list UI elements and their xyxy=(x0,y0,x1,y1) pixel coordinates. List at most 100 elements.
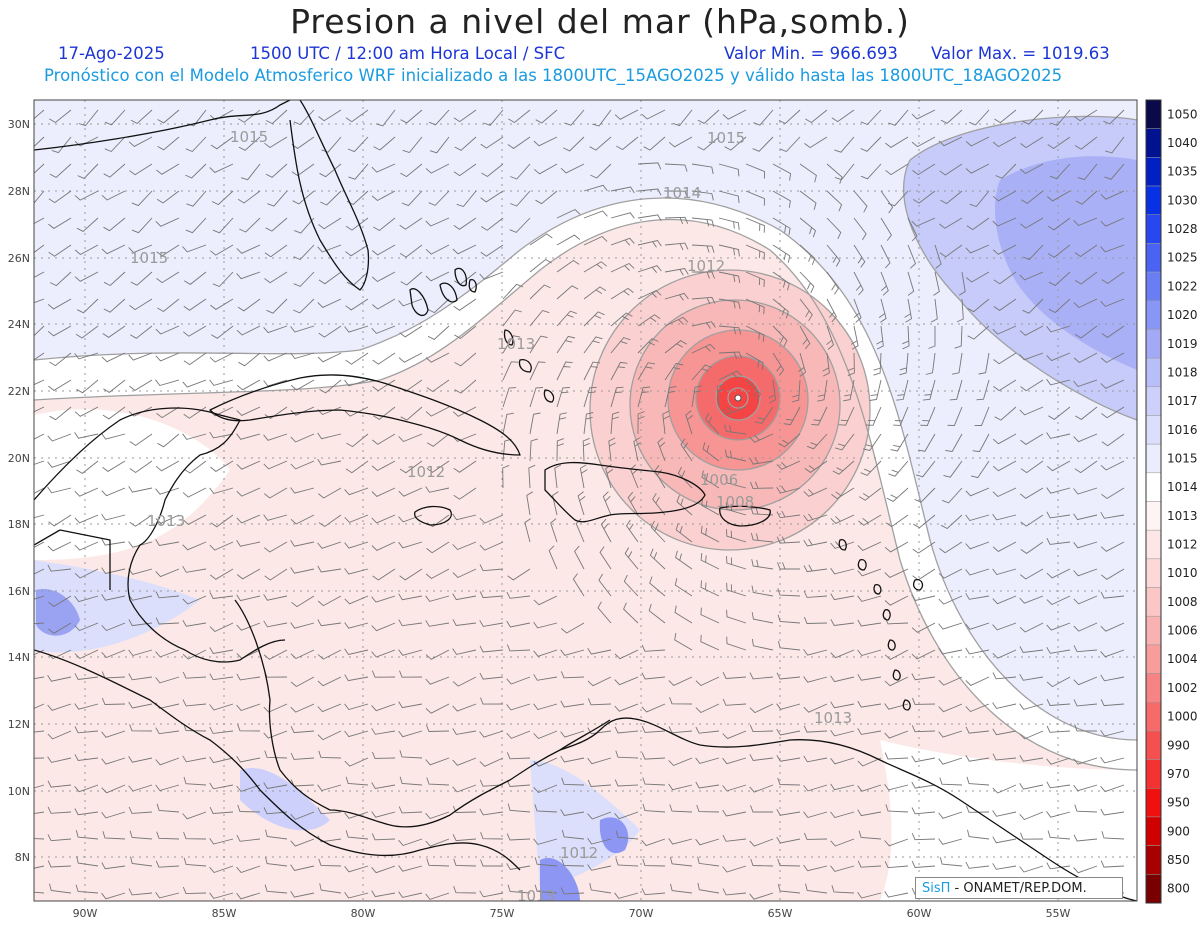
lat-tick-label: 28N xyxy=(8,185,30,198)
wind-barb xyxy=(452,541,477,551)
wind-barb xyxy=(940,190,963,205)
wind-barb xyxy=(776,703,801,710)
isobar-label: 1013 xyxy=(147,512,185,530)
colorbar-label: 1025 xyxy=(1167,251,1198,265)
wind-barb xyxy=(560,671,585,679)
wind-barb xyxy=(34,514,45,519)
wind-barb xyxy=(185,136,207,153)
wind-barb xyxy=(453,109,477,123)
wind-barb xyxy=(911,697,936,705)
wind-barb xyxy=(156,803,180,813)
wind-barb xyxy=(993,298,1017,311)
florida-coast xyxy=(34,100,370,291)
wind-barb xyxy=(34,730,45,733)
wind-barb xyxy=(238,136,261,151)
wind-barb xyxy=(669,804,693,813)
jamaica xyxy=(414,505,452,526)
wind-barb xyxy=(290,433,315,443)
wind-barb xyxy=(965,622,990,630)
wind-barb xyxy=(509,217,531,233)
wind-barb xyxy=(425,649,450,660)
wind-barb xyxy=(776,485,801,494)
wind-barb xyxy=(853,298,862,323)
wind-barb xyxy=(830,567,855,575)
wind-barb xyxy=(1046,595,1071,606)
wind-barb xyxy=(452,244,477,255)
wind-barb xyxy=(1048,298,1071,314)
wind-barb xyxy=(317,352,342,363)
colorbar-swatch xyxy=(1145,845,1162,875)
wind-barb xyxy=(598,573,612,597)
wind-barb xyxy=(1074,109,1098,122)
wind-barb xyxy=(290,752,315,760)
wind-barb xyxy=(664,386,677,408)
wind-barb xyxy=(850,325,859,350)
wind-barb xyxy=(992,568,1017,576)
wind-barb xyxy=(751,559,774,570)
wind-barb xyxy=(574,545,585,570)
wind-barb xyxy=(556,285,579,300)
wind-barb xyxy=(750,858,774,867)
wind-barb xyxy=(725,449,747,462)
wind-barb xyxy=(427,325,450,340)
wind-barb xyxy=(826,298,837,323)
wind-barb xyxy=(857,673,882,681)
wind-barb xyxy=(1046,568,1071,579)
wind-barb xyxy=(716,383,725,408)
south-america-coast xyxy=(559,717,1137,901)
wind-barb xyxy=(34,406,45,413)
wind-barb xyxy=(885,136,909,148)
wind-barb xyxy=(48,622,72,634)
wind-barb xyxy=(992,702,1017,709)
lon-tick-label: 75W xyxy=(490,907,515,920)
wind-barb xyxy=(1019,865,1044,873)
wind-barb xyxy=(236,892,261,900)
wind-barb xyxy=(965,676,990,686)
wind-barb xyxy=(589,883,612,894)
wind-barb xyxy=(184,271,207,285)
wind-barb xyxy=(128,619,153,627)
wind-barb xyxy=(857,595,882,602)
wind-barb xyxy=(1101,406,1125,419)
wind-barb xyxy=(914,487,936,503)
wind-barb xyxy=(1103,109,1125,125)
wind-barb xyxy=(182,755,207,763)
wind-barb xyxy=(884,649,909,660)
wind-barb xyxy=(939,163,963,176)
wind-barb xyxy=(209,673,234,681)
wind-barb xyxy=(722,698,747,706)
wind-barb xyxy=(1100,591,1125,599)
wind-barb xyxy=(1019,595,1044,604)
wind-barb xyxy=(425,757,450,766)
wind-barb xyxy=(965,754,990,762)
wind-barb xyxy=(701,470,720,489)
wind-barb xyxy=(1049,163,1071,180)
wind-barb xyxy=(128,673,153,681)
wind-barb xyxy=(293,109,315,126)
wind-barb xyxy=(701,498,720,516)
colorbar-swatch xyxy=(1145,788,1162,818)
wind-barb xyxy=(806,433,828,450)
wind-barb xyxy=(263,433,288,441)
wind-barb xyxy=(155,591,180,599)
map-frame xyxy=(33,99,1138,902)
wind-barb xyxy=(128,136,153,147)
wind-barb xyxy=(777,858,801,867)
wind-barb xyxy=(992,863,1017,870)
wind-barb xyxy=(502,361,519,381)
wind-barb xyxy=(290,460,315,470)
wind-barb xyxy=(372,568,396,581)
puerto-rico xyxy=(719,505,771,527)
wind-barb xyxy=(664,242,689,251)
wind-barb xyxy=(317,784,342,792)
colorbar-swatch xyxy=(1145,128,1162,158)
wind-barb xyxy=(938,136,963,147)
wind-barb xyxy=(938,568,963,579)
wind-barb xyxy=(669,856,693,867)
wind-barb xyxy=(317,541,342,549)
wind-barb xyxy=(783,406,801,426)
wind-barb xyxy=(240,163,261,181)
isobar-label: 1013 xyxy=(497,335,535,353)
wind-barb xyxy=(1019,646,1044,653)
wind-barb xyxy=(1073,487,1098,495)
